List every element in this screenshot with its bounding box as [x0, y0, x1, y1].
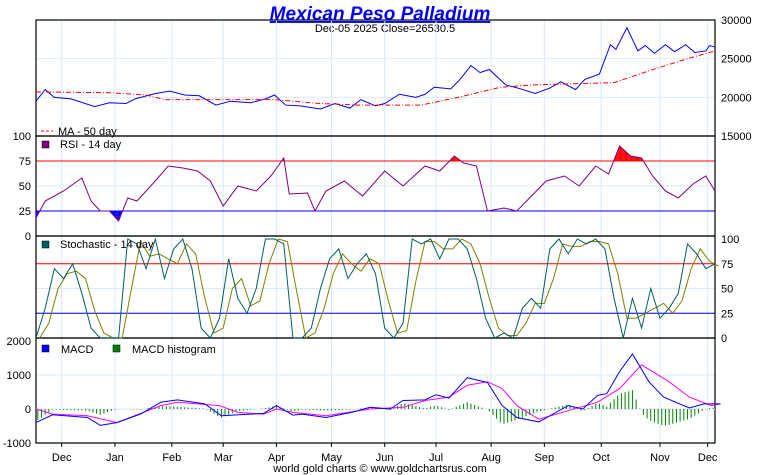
- panel-frame: [35, 337, 716, 444]
- macd-legend-label: MACD: [61, 344, 93, 356]
- axis-tick-label: 100: [13, 131, 31, 143]
- axis-tick-label: 15000: [721, 131, 752, 143]
- month-label: Apr: [268, 452, 285, 464]
- rsi-legend-label: RSI - 14 day: [60, 139, 122, 151]
- month-label: Dec: [52, 452, 72, 464]
- month-label: Sep: [535, 452, 555, 464]
- month-label: Aug: [481, 452, 501, 464]
- panel-frame: [35, 19, 716, 137]
- month-label: Feb: [162, 452, 181, 464]
- macd-histogram-legend-swatch: [112, 344, 121, 353]
- footer-credit: world gold charts © www.goldchartsrus.co…: [272, 463, 487, 475]
- panel-frame: [35, 235, 716, 339]
- macd-line: [35, 353, 721, 426]
- stochastic-legend-label: Stochastic - 14 day: [60, 239, 154, 251]
- macd-legend-swatch: [41, 344, 50, 353]
- ma-legend-label: MA - 50 day: [58, 126, 117, 138]
- month-label: Jan: [106, 452, 124, 464]
- axis-tick-label: 25: [19, 206, 31, 218]
- month-label: May: [321, 452, 342, 464]
- axis-tick-label: 100: [721, 234, 739, 246]
- axis-tick-label: 30000: [721, 15, 752, 27]
- axis-tick-label: 0: [25, 404, 31, 416]
- month-label: Jun: [376, 452, 394, 464]
- axis-tick-label: 25: [721, 308, 733, 320]
- axis-tick-label: 25000: [721, 54, 752, 66]
- month-label: Oct: [593, 452, 610, 464]
- axis-tick-label: 50: [19, 181, 31, 193]
- axis-tick-label: 20000: [721, 92, 752, 104]
- axis-tick-label: 2000: [7, 336, 31, 348]
- month-label: Jul: [429, 452, 443, 464]
- rsi-legend-swatch: [41, 140, 50, 149]
- ma-50-line: [35, 50, 716, 106]
- rsi-line: [35, 145, 716, 222]
- axis-tick-label: 50: [721, 284, 733, 296]
- macd-signal-line: [35, 364, 721, 424]
- axis-tick-label: 1000: [7, 370, 31, 382]
- chart-title: Mexican Peso Palladium: [270, 4, 491, 25]
- axis-tick-label: 75: [19, 156, 31, 168]
- macd-histogram-legend-label: MACD histogram: [132, 344, 216, 356]
- month-label: Mar: [214, 452, 233, 464]
- month-label: Nov: [650, 452, 670, 464]
- axis-tick-label: 75: [721, 259, 733, 271]
- stochastic-d-line: [39, 238, 719, 339]
- stochastic-k-line: [35, 237, 716, 339]
- month-label: Dec: [698, 452, 718, 464]
- stochastic-legend-swatch: [41, 240, 50, 249]
- axis-tick-label: -1000: [3, 438, 31, 450]
- axis-tick-label: 0: [721, 333, 727, 345]
- price-line: [35, 26, 716, 110]
- axis-tick-label: 0: [25, 231, 31, 243]
